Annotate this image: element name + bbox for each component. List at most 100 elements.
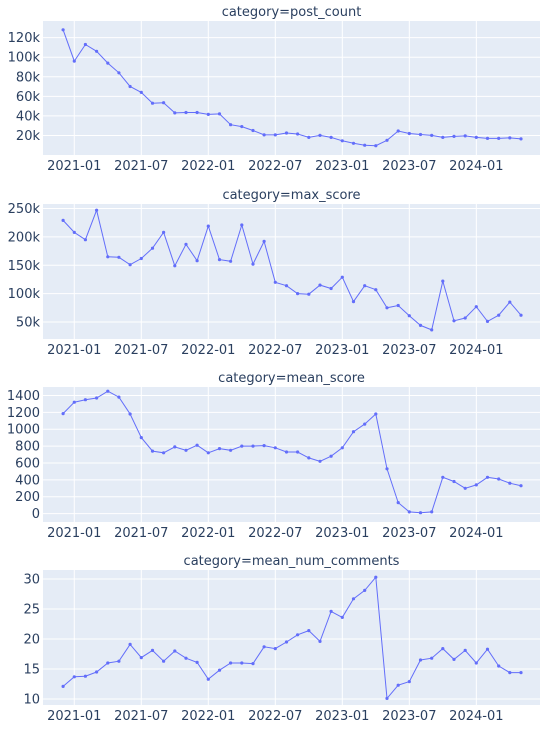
data-point [72,675,76,679]
x-tick-label: 2021-01 [47,159,101,174]
data-point [329,454,333,458]
data-point [173,445,177,449]
data-point [117,71,121,75]
data-point [61,28,65,32]
data-point [519,484,523,488]
chart-panel-4: category=mean_num_comments 2021-01 2021-07… [23,554,540,724]
data-point [240,661,244,665]
data-point [72,59,76,63]
data-point [83,238,87,242]
data-point [396,129,400,133]
data-point [485,475,490,479]
y-tick-label: 25 [23,603,40,618]
data-point [173,649,177,653]
panel-title: category=mean_num_comments [184,554,400,569]
data-point [407,510,411,514]
data-point [240,444,244,448]
data-point [385,696,389,701]
data-point [117,659,121,663]
y-tick-label: 250k [8,202,41,217]
data-point [441,647,445,651]
data-point [284,450,289,454]
data-point [296,132,300,136]
series-line [62,29,522,147]
data-point [106,661,110,665]
data-point [396,683,400,687]
x-tick-label: 2021-07 [114,526,168,541]
data-point [184,110,188,115]
data-point [307,629,311,633]
data-point [251,444,255,448]
x-tick-label: 2021-01 [47,526,101,541]
data-point [229,259,233,263]
data-point [184,242,188,246]
chart-panel-2: category=max_score 2021-01 2021-07 2022-01 2… [8,188,540,358]
y-tick-label: 600 [15,456,40,471]
x-tick-label: 2023-07 [382,709,436,724]
data-point [351,300,356,304]
y-tick-label: 50k [16,315,41,330]
data-point [441,279,445,283]
data-point [61,684,65,689]
data-point [508,136,512,140]
data-point [374,412,378,416]
data-point [485,647,490,651]
data-point [273,647,277,651]
x-tick-label: 2023-01 [315,159,369,174]
data-point [217,668,222,672]
x-tick-label: 2023-07 [382,526,436,541]
data-point [184,656,188,660]
data-point [519,313,523,317]
data-point [195,660,199,665]
data-point [474,661,478,665]
data-point [72,400,76,404]
data-point [262,645,266,649]
x-tick-label: 2024-01 [449,526,503,541]
data-point [284,131,289,135]
x-tick-label: 2023-01 [315,526,369,541]
x-tick-label: 2021-07 [114,159,168,174]
data-point [497,664,501,668]
x-tick-label: 2023-01 [315,709,369,724]
data-point [418,132,423,137]
data-point [128,84,132,89]
data-point [162,659,166,663]
data-point [452,479,456,484]
data-point [340,446,344,450]
data-point [318,459,322,463]
data-point [117,255,121,259]
data-point [318,639,322,644]
data-point [485,136,490,140]
data-point [441,135,445,139]
data-point [128,263,132,267]
y-tick-label: 1000 [7,423,40,438]
data-point [296,292,300,296]
data-point [251,662,255,666]
data-point [217,112,222,116]
data-point [385,138,389,142]
data-point [173,111,177,115]
data-point [173,264,177,268]
x-tick-label: 2022-01 [181,159,235,174]
data-point [374,575,378,579]
x-tick-label: 2021-07 [114,343,168,358]
data-point [206,112,210,116]
y-tick-label: 150k [8,259,41,274]
data-point [418,323,423,327]
data-point [508,481,512,485]
data-point [162,451,166,455]
plot-background [43,387,540,522]
data-point [307,135,311,139]
data-point [106,61,110,65]
data-point [296,450,300,454]
x-tick-label: 2022-07 [248,526,302,541]
data-point [273,133,277,137]
data-point [95,670,99,674]
data-point [217,258,222,262]
data-point [139,256,143,261]
data-point [106,255,110,259]
x-tick-label: 2022-01 [181,343,235,358]
x-tick-label: 2024-01 [449,159,503,174]
